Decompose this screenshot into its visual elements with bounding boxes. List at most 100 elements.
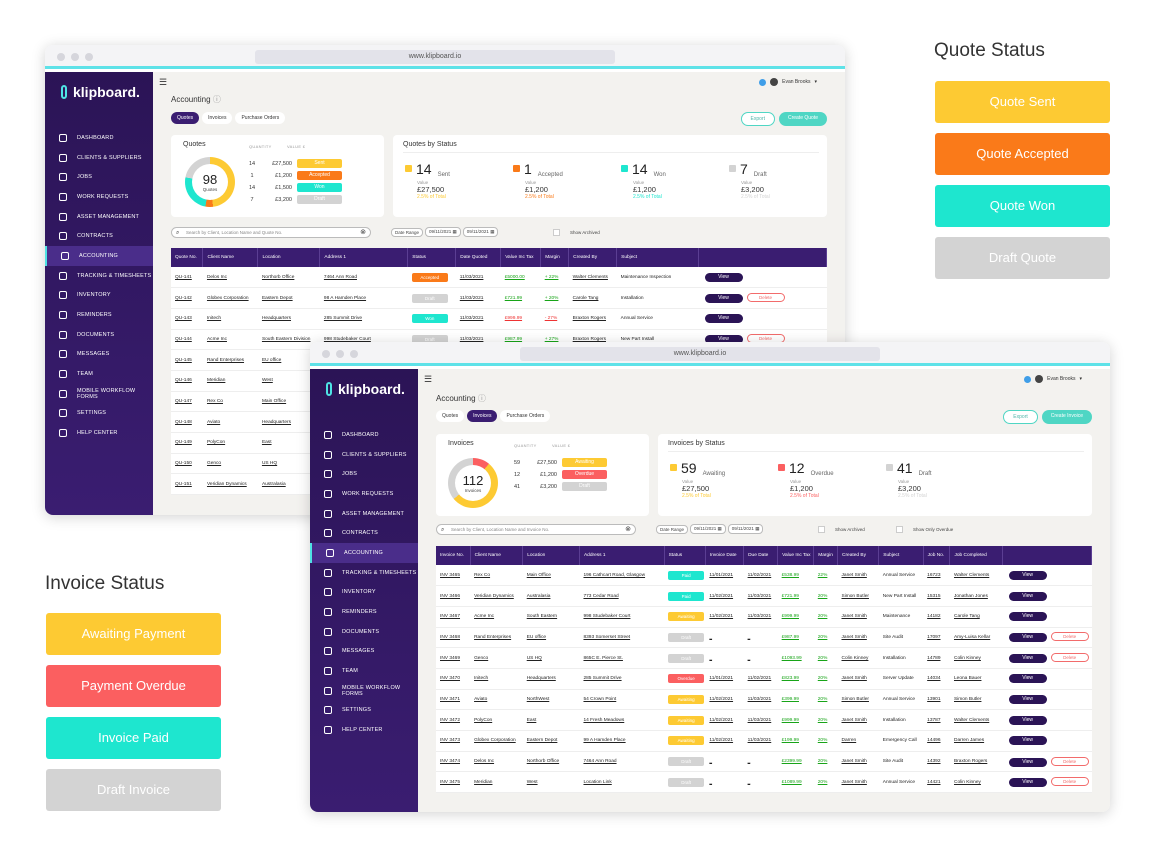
table-cell[interactable]: Headquarters [523, 668, 580, 689]
table-cell[interactable]: 13787 [923, 710, 950, 731]
table-cell[interactable]: _ [705, 648, 743, 669]
table-row[interactable]: INV 3471 Aviato NorthWest 54 Crown Point Awa… [436, 689, 1092, 710]
table-row[interactable]: INV 3470 Initech Headquarters 285 Summit Dr… [436, 668, 1092, 689]
date-to-input[interactable]: 09/11/2021 ▦ [463, 227, 499, 237]
sidebar-item-reminders[interactable]: Reminders [45, 305, 153, 325]
table-cell[interactable]: INV 3467 [436, 606, 470, 627]
delete-button[interactable]: Delete [1051, 653, 1089, 662]
table-row[interactable]: INV 3474 Delos Inc Northorb Office 7464 Ann… [436, 751, 1092, 772]
date-from-input[interactable]: 09/11/2021 ▦ [690, 524, 726, 534]
table-cell[interactable]: 11/02/2021 [744, 565, 778, 586]
table-cell[interactable]: _ [705, 751, 743, 772]
table-cell[interactable]: PolyCon [470, 710, 523, 731]
column-header[interactable]: Margin [541, 248, 569, 267]
table-row[interactable]: INV 3473 Globex Corporation Eastern Depot 9… [436, 731, 1092, 752]
table-cell[interactable]: Aviato [203, 412, 258, 433]
table-cell[interactable]: 54 Crown Point [579, 689, 664, 710]
table-cell[interactable]: Globex Corporation [203, 288, 258, 309]
table-row[interactable]: INV 3468 Rand Enterprises EU office 8393 So… [436, 627, 1092, 648]
table-cell[interactable]: INV 3471 [436, 689, 470, 710]
sidebar-item-documents[interactable]: Documents [45, 325, 153, 345]
status-badge[interactable]: Awaiting [668, 612, 704, 621]
table-cell[interactable]: INV 3472 [436, 710, 470, 731]
sidebar-item-asset-management[interactable]: Asset Management [45, 207, 153, 227]
column-header[interactable]: Created By [838, 546, 879, 565]
table-cell[interactable]: 15315 [923, 586, 950, 607]
table-cell[interactable]: 7464 Ann Road [579, 751, 664, 772]
status-badge[interactable]: Accepted [412, 273, 448, 282]
table-cell[interactable]: 11/02/2021 [705, 710, 743, 731]
table-cell[interactable]: _ [705, 627, 743, 648]
sidebar-item-settings[interactable]: Settings [310, 701, 418, 721]
table-cell[interactable]: 11/02/2021 [705, 606, 743, 627]
table-cell[interactable]: Rex Co [470, 565, 523, 586]
notification-icon[interactable] [759, 79, 766, 86]
menu-icon[interactable]: ☰ [159, 77, 167, 88]
status-badge[interactable]: Draft [668, 633, 704, 642]
column-header[interactable]: Address 1 [579, 546, 664, 565]
table-cell[interactable]: Acme Inc [470, 606, 523, 627]
sidebar-item-mobile-workflow-forms[interactable]: Mobile Workflow Forms [310, 681, 418, 701]
tab-invoices[interactable]: Invoices [202, 112, 232, 124]
sidebar-item-dashboard[interactable]: Dashboard [310, 425, 418, 445]
tab-purchase-orders[interactable]: Purchase Orders [235, 112, 285, 124]
status-badge[interactable]: Overdue [562, 470, 607, 479]
delete-button[interactable]: Delete [1051, 632, 1089, 641]
table-row[interactable]: QU-142 Globex Corporation Eastern Depot 98 … [171, 288, 827, 309]
column-header[interactable]: Status [408, 248, 456, 267]
view-button[interactable]: View [705, 294, 743, 303]
table-cell[interactable]: 98 A Hamden Place [320, 288, 408, 309]
table-cell[interactable]: Rand Enterprises [203, 350, 258, 371]
table-cell[interactable]: Rand Enterprises [470, 627, 523, 648]
status-badge[interactable]: Paid [668, 592, 704, 601]
table-cell[interactable]: Janet Smith [838, 710, 879, 731]
table-cell[interactable]: QU-146 [171, 370, 203, 391]
table-cell[interactable]: Janet Smith [838, 772, 879, 793]
table-cell[interactable]: 285 Summit Drive [579, 668, 664, 689]
status-badge[interactable]: Overdue [668, 674, 704, 683]
table-cell[interactable]: 11/03/2021 [744, 606, 778, 627]
export-button[interactable]: Export [1003, 410, 1037, 424]
table-cell[interactable]: East [523, 710, 580, 731]
sidebar-item-accounting[interactable]: Accounting [45, 246, 153, 266]
table-cell[interactable]: PolyCon [203, 433, 258, 454]
table-cell[interactable]: Meridian [203, 370, 258, 391]
sidebar-item-tracking-timesheets[interactable]: Tracking & Timesheets [45, 266, 153, 286]
table-cell[interactable]: Genco [470, 648, 523, 669]
table-cell[interactable]: INV 3475 [436, 772, 470, 793]
table-cell[interactable]: QU-150 [171, 453, 203, 474]
table-cell[interactable]: 11/03/2021 [744, 689, 778, 710]
date-to-input[interactable]: 09/11/2021 ▦ [728, 524, 764, 534]
table-cell[interactable]: INV 3474 [436, 751, 470, 772]
sidebar-item-team[interactable]: Team [310, 661, 418, 681]
table-cell[interactable]: Genco [203, 453, 258, 474]
table-cell[interactable]: Initech [470, 668, 523, 689]
view-button[interactable]: View [1009, 654, 1047, 663]
table-cell[interactable]: QU-151 [171, 474, 203, 495]
view-button[interactable]: View [1009, 778, 1047, 787]
klipboard-logo[interactable]: klipboard. [310, 369, 418, 397]
sidebar-item-documents[interactable]: Documents [310, 622, 418, 642]
table-row[interactable]: INV 3472 PolyCon East 14 Fresh Meadows Await… [436, 710, 1092, 731]
table-cell[interactable]: Walter Clements [569, 267, 617, 288]
table-cell[interactable]: Janet Smith [838, 606, 879, 627]
table-cell[interactable]: QU-149 [171, 433, 203, 454]
table-cell[interactable]: 11/03/2021 [744, 731, 778, 752]
table-cell[interactable]: 7464 Ann Road [320, 267, 408, 288]
table-cell[interactable]: QU-147 [171, 391, 203, 412]
table-cell[interactable]: 8393 Somerset Street [579, 627, 664, 648]
view-button[interactable]: View [1009, 736, 1047, 745]
tab-quotes[interactable]: Quotes [171, 112, 199, 124]
delete-button[interactable]: Delete [1051, 757, 1089, 766]
view-button[interactable]: View [1009, 633, 1047, 642]
export-button[interactable]: Export [741, 112, 775, 126]
status-badge[interactable]: Awaiting [668, 716, 704, 725]
date-from-input[interactable]: 09/11/2021 ▦ [425, 227, 461, 237]
column-header[interactable]: Address 1 [320, 248, 408, 267]
table-cell[interactable]: Darren James [950, 731, 1003, 752]
table-cell[interactable]: QU-148 [171, 412, 203, 433]
table-cell[interactable]: Braxton Rogers [569, 308, 617, 329]
sidebar-item-messages[interactable]: Messages [45, 345, 153, 365]
search-input[interactable]: ⌕ Search by Client, Location Name and Inv… [436, 524, 636, 535]
url-bar[interactable]: www.klipboard.io [520, 347, 880, 361]
